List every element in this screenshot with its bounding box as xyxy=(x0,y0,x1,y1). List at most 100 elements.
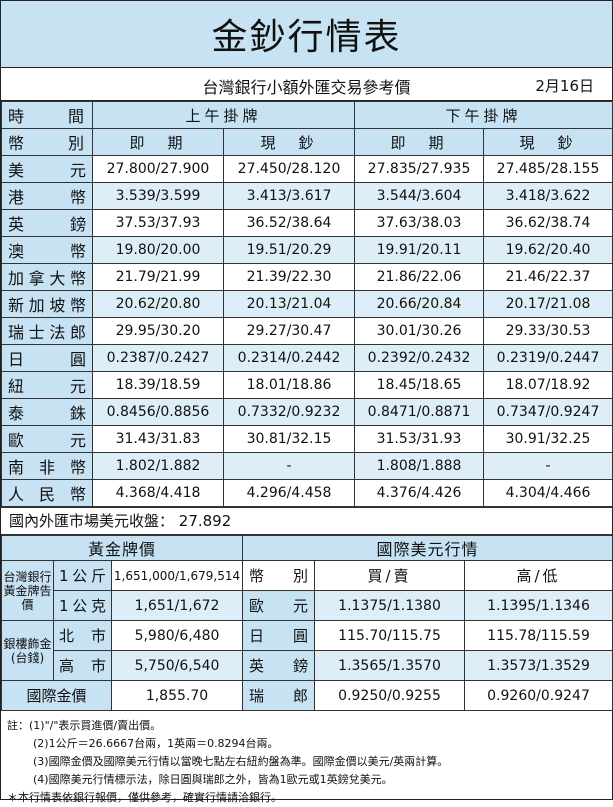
pm-cash-rate: 36.62/38.74 xyxy=(483,209,613,237)
pm-cash-rate: 21.46/22.37 xyxy=(483,263,613,291)
usd-buy-sell: 1.1375/1.1380 xyxy=(314,590,466,621)
rate-row: 瑞士法郎 29.95/30.20 29.27/30.47 30.01/30.26 29.… xyxy=(1,317,613,345)
am-spot-rate: 20.62/20.80 xyxy=(92,290,224,318)
pm-cash-rate: 27.485/28.155 xyxy=(483,155,613,183)
usd-currency: 英鎊 xyxy=(242,650,316,681)
rate-row: 日圓 0.2387/0.2427 0.2314/0.2442 0.2392/0.243… xyxy=(1,344,613,372)
rate-currency: 美元 xyxy=(1,155,93,183)
am-spot-rate: 31.43/31.83 xyxy=(92,425,224,453)
am-cash-rate: 27.450/28.120 xyxy=(222,155,356,183)
subtitle-bar: 台灣銀行小額外匯交易參考價 2月16日 xyxy=(1,68,612,101)
footnote: ＊本行情表依銀行報價，僅供參考，確實行情請洽銀行。 xyxy=(7,791,282,804)
jewelry-row-north: 銀樓飾金(台錢) 北市 5,980/6,480 日圓 115.70/115.75… xyxy=(1,620,613,681)
am-cash-rate: 0.7332/0.9232 xyxy=(222,398,356,426)
gold-unit: 1公斤 xyxy=(53,560,112,591)
usd-currency: 瑞郎 xyxy=(242,680,316,711)
footnote: (2)1公斤＝26.6667台兩，1英兩＝0.8294台兩。 xyxy=(33,737,279,750)
rate-row: 澳幣 19.80/20.00 19.51/20.29 19.91/20.11 19.62… xyxy=(1,236,613,264)
rate-rows: 美元 27.800/27.900 27.450/28.120 27.835/27.93… xyxy=(1,155,613,507)
am-spot-rate: 0.2387/0.2427 xyxy=(92,344,224,372)
usd-header: 國際美元行情 xyxy=(242,535,613,561)
subtitle: 台灣銀行小額外匯交易參考價 xyxy=(202,78,411,97)
am-cash-rate: 36.52/38.64 xyxy=(222,209,356,237)
rate-currency: 南非幣 xyxy=(1,452,93,480)
jewelry-city: 高市 xyxy=(53,650,112,681)
rate-currency: 瑞士法郎 xyxy=(1,317,93,345)
footnotes: 註：(1)"/"表示買進價/賣出價。 (2)1公斤＝26.6667台兩，1英兩＝… xyxy=(1,711,612,807)
rate-row: 新加坡幣 20.62/20.80 20.13/21.04 20.66/20.84 20.… xyxy=(1,290,613,318)
am-spot-rate: 18.39/18.59 xyxy=(92,371,224,399)
pm-spot-rate: 18.45/18.65 xyxy=(354,371,485,399)
domestic-usd-close: 國內外匯市場美元收盤： 27.892 xyxy=(1,507,612,535)
usd-buy-sell: 1.3565/1.3570 xyxy=(314,650,466,681)
rate-row: 南非幣 1.802/1.882-1.808/1.888- xyxy=(1,452,613,480)
rate-row: 加拿大幣 21.79/21.99 21.39/22.30 21.86/22.06 21.… xyxy=(1,263,613,291)
rate-row: 泰銖 0.8456/0.8856 0.7332/0.9232 0.8471/0.887… xyxy=(1,398,613,426)
usd-currency: 歐元 xyxy=(242,590,316,621)
usd-high-low-header: 高/低 xyxy=(464,560,613,591)
rate-currency: 澳幣 xyxy=(1,236,93,264)
date-label: 2月16日 xyxy=(535,77,594,95)
am-cash-rate: 0.2314/0.2442 xyxy=(222,344,356,372)
pm-cash-rate: 0.2319/0.2447 xyxy=(483,344,613,372)
gold-row-g: 1公克 1,651/1,672 歐元 1.1375/1.1380 1.1395/… xyxy=(2,590,613,621)
am-cash-rate: 3.413/3.617 xyxy=(222,182,356,210)
afternoon-header: 下午掛牌 xyxy=(354,101,613,129)
pm-cash-rate: 4.304/4.466 xyxy=(483,479,613,507)
pm-spot-rate: 27.835/27.935 xyxy=(354,155,485,183)
pm-cash-rate: 20.17/21.08 xyxy=(483,290,613,318)
am-cash-header: 現 鈔 xyxy=(222,128,356,156)
rate-currency: 加拿大幣 xyxy=(1,263,93,291)
am-cash-rate: 29.27/30.47 xyxy=(222,317,356,345)
pm-cash-rate: 0.7347/0.9247 xyxy=(483,398,613,426)
pm-spot-rate: 21.86/22.06 xyxy=(354,263,485,291)
morning-header: 上午掛牌 xyxy=(91,101,356,129)
pm-cash-rate: 30.91/32.25 xyxy=(483,425,613,453)
rate-currency: 英鎊 xyxy=(1,209,93,237)
am-cash-rate: 30.81/32.15 xyxy=(222,425,356,453)
jewelry-price: 5,980/6,480 xyxy=(110,620,244,651)
rate-currency: 新加坡幣 xyxy=(1,290,93,318)
pm-cash-rate: 18.07/18.92 xyxy=(483,371,613,399)
pm-spot-rate: 30.01/30.26 xyxy=(354,317,485,345)
am-spot-rate: 27.800/27.900 xyxy=(92,155,224,183)
am-cash-rate: 18.01/18.86 xyxy=(222,371,356,399)
rate-row: 紐元 18.39/18.59 18.01/18.86 18.45/18.65 18.07… xyxy=(1,371,613,399)
usd-high-low: 1.3573/1.3529 xyxy=(464,650,613,681)
pm-cash-rate: 3.418/3.622 xyxy=(483,182,613,210)
rate-currency: 歐元 xyxy=(1,425,93,453)
usd-buy-sell: 0.9250/0.9255 xyxy=(314,680,466,711)
intl-gold-label: 國際金價 xyxy=(1,680,112,711)
usd-high-low: 115.78/115.59 xyxy=(464,620,613,651)
pm-cash-rate: - xyxy=(483,452,613,480)
gold-and-usd-table: 黃金牌價 國際美元行情 台灣銀行黃金牌告價 1公斤 1,651,000/1,67… xyxy=(0,535,613,711)
usd-buy-sell: 115.70/115.75 xyxy=(314,620,466,651)
am-spot-rate: 1.802/1.882 xyxy=(92,452,224,480)
am-spot-rate: 29.95/30.20 xyxy=(92,317,224,345)
usd-currency: 日圓 xyxy=(242,620,316,651)
jewelry-city: 北市 xyxy=(53,620,112,651)
am-spot-rate: 4.368/4.418 xyxy=(92,479,224,507)
gold-price: 1,651,000/1,679,514 xyxy=(110,560,244,591)
gold-price: 1,651/1,672 xyxy=(110,590,244,621)
pm-cash-header: 現 鈔 xyxy=(483,128,613,156)
pm-cash-rate: 19.62/20.40 xyxy=(483,236,613,264)
am-cash-rate: - xyxy=(222,452,356,480)
gold-header: 黃金牌價 xyxy=(0,535,244,561)
am-spot-rate: 0.8456/0.8856 xyxy=(92,398,224,426)
footnote: (3)國際金價及國際美元行情以當晚七點左右紐約盤為準。國際金價以美元/英兩計算。 xyxy=(33,755,449,768)
rate-currency: 泰銖 xyxy=(1,398,93,426)
intl-gold-row: 國際金價 1,855.70 瑞郎 0.9250/0.9255 0.9260/0.… xyxy=(1,680,613,711)
rate-row: 英鎊 37.53/37.93 36.52/38.64 37.63/38.03 36.62… xyxy=(1,209,613,237)
jewelry-gold-label: 銀樓飾金(台錢) xyxy=(1,620,54,681)
jewelry-row-south: 高市 5,750/6,540 英鎊 1.3565/1.3570 1.3573/1… xyxy=(2,650,613,681)
am-spot-rate: 19.80/20.00 xyxy=(92,236,224,264)
rate-row: 美元 27.800/27.900 27.450/28.120 27.835/27.93… xyxy=(1,155,613,183)
currency-header-row: 幣 別 即 期 現 鈔 即 期 現 鈔 xyxy=(1,128,613,156)
footnote: 註：(1)"/"表示買進價/賣出價。 xyxy=(7,719,162,732)
pm-cash-rate: 29.33/30.53 xyxy=(483,317,613,345)
gold-row-kg: 台灣銀行黃金牌告價 1公斤 1,651,000/1,679,514 幣 別 買/… xyxy=(1,560,613,621)
am-spot-header: 即 期 xyxy=(92,128,224,156)
pm-spot-rate: 37.63/38.03 xyxy=(354,209,485,237)
